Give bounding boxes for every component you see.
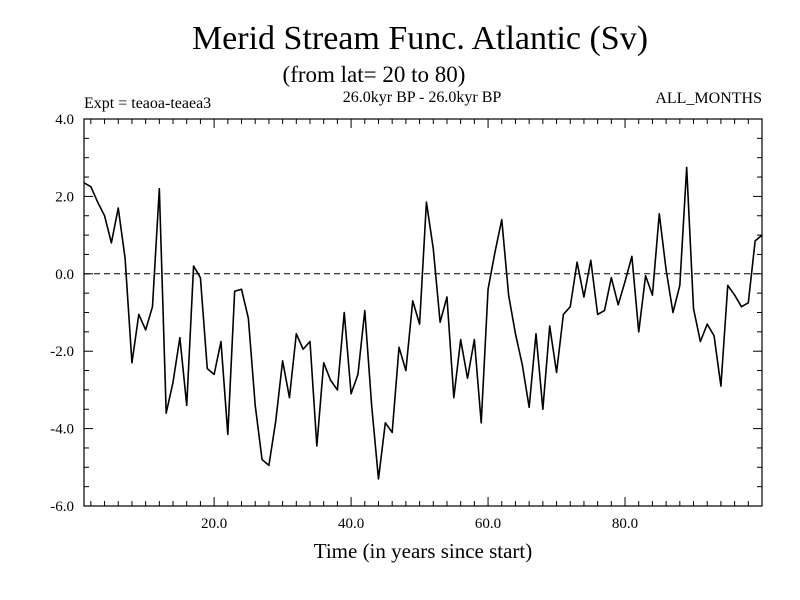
- experiment-label: Expt = teaoa-teaea3: [84, 95, 211, 112]
- x-tick-label: 20.0: [201, 516, 227, 532]
- x-tick-label: 80.0: [612, 516, 638, 532]
- y-tick-label: 2.0: [55, 189, 74, 205]
- y-tick-label: -4.0: [50, 422, 74, 438]
- x-axis-label: Time (in years since start): [314, 539, 533, 563]
- chart-title: Merid Stream Func. Atlantic (Sv): [192, 20, 648, 57]
- plot-frame: [83, 118, 763, 507]
- y-tick-label: -6.0: [50, 499, 74, 515]
- data-points: [83, 166, 763, 480]
- period-label: 26.0kyr BP - 26.0kyr BP: [343, 89, 502, 106]
- x-tick-label: 60.0: [475, 516, 501, 532]
- series-line-atlantic: [83, 166, 763, 480]
- x-tick-labels: 20.0 40.0 60.0 80.0: [201, 516, 638, 532]
- y-tick-label: 4.0: [55, 112, 74, 128]
- y-tick-label: 0.0: [55, 267, 74, 283]
- y-tick-label: -2.0: [50, 344, 74, 360]
- x-tick-label: 40.0: [338, 516, 364, 532]
- axis-ticks: [84, 119, 762, 506]
- chart-subtitle: (from lat= 20 to 80): [283, 62, 466, 87]
- y-tick-labels: -6.0 -4.0 -2.0 0.0 2.0 4.0: [50, 112, 74, 515]
- months-label: ALL_MONTHS: [655, 90, 762, 107]
